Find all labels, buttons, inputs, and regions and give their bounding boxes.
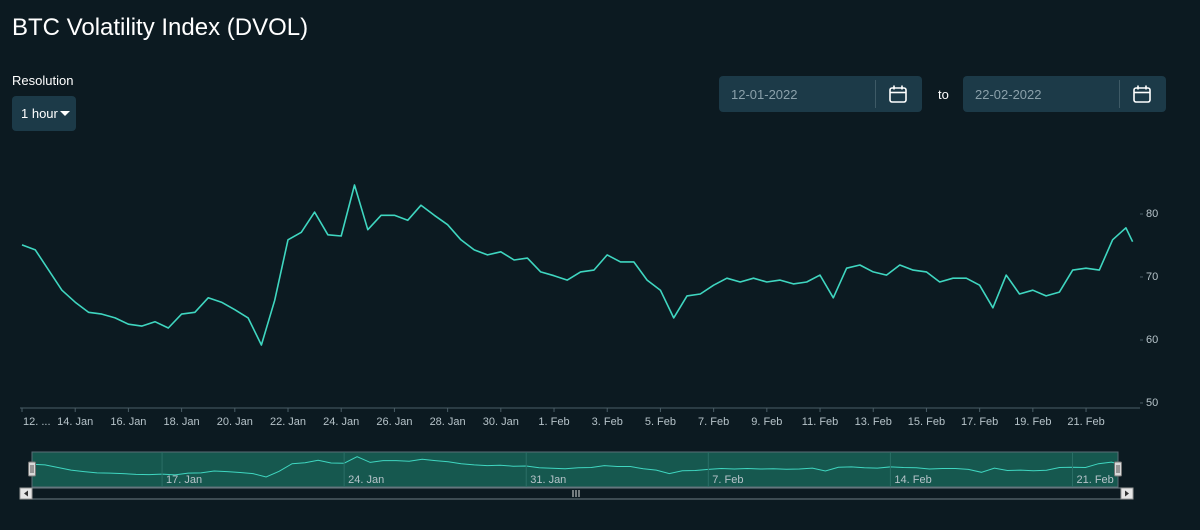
x-tick-label: 3. Feb: [592, 416, 623, 428]
to-date-input[interactable]: 22-02-2022: [963, 76, 1166, 112]
page-title: BTC Volatility Index (DVOL): [12, 14, 309, 41]
x-tick-label: 13. Feb: [855, 416, 892, 428]
x-tick-label: 12. ...: [23, 416, 51, 428]
resolution-label: Resolution: [12, 73, 74, 88]
scrollbar-right-arrow: [1125, 490, 1129, 497]
from-date-input[interactable]: 12-01-2022: [719, 76, 922, 112]
y-tick-label: 70: [1146, 271, 1158, 283]
y-tick-label: 80: [1146, 208, 1158, 220]
from-date: 12-01-2022: [731, 87, 798, 102]
navigator-tick-label: 14. Feb: [894, 474, 931, 486]
caret: [60, 111, 70, 116]
x-tick-label: 26. Jan: [376, 416, 412, 428]
calendar-icon[interactable]: [888, 84, 908, 104]
y-tick-label: 60: [1146, 334, 1158, 346]
x-tick-label: 7. Feb: [698, 416, 729, 428]
x-tick-label: 18. Jan: [164, 416, 200, 428]
x-tick-label: 17. Feb: [961, 416, 998, 428]
x-tick-label: 21. Feb: [1067, 416, 1104, 428]
resolution-value: 1 hour: [21, 106, 58, 121]
x-tick-label: 30. Jan: [483, 416, 519, 428]
navigator-line: [31, 456, 1119, 478]
navigator-tick-label: 24. Jan: [348, 474, 384, 486]
y-tick-label: 50: [1146, 397, 1158, 409]
x-tick-label: 15. Feb: [908, 416, 945, 428]
x-tick-label: 9. Feb: [751, 416, 782, 428]
calendar-icon[interactable]: [1132, 84, 1152, 104]
navigator-tick-label: 31. Jan: [530, 474, 566, 486]
x-tick-label: 20. Jan: [217, 416, 253, 428]
separator: [875, 80, 876, 108]
x-tick-label: 22. Jan: [270, 416, 306, 428]
x-tick-label: 19. Feb: [1014, 416, 1051, 428]
to-label: to: [938, 87, 949, 102]
to-date: 22-02-2022: [975, 87, 1042, 102]
scrollbar-left-arrow: [24, 490, 28, 497]
separator: [1119, 80, 1120, 108]
x-tick-label: 11. Feb: [802, 416, 839, 428]
x-tick-label: 1. Feb: [538, 416, 569, 428]
navigator-handle[interactable]: [1114, 461, 1122, 477]
data-line: [21, 184, 1134, 346]
x-tick-label: 24. Jan: [323, 416, 359, 428]
navigator-background: [31, 451, 1119, 488]
x-tick-label: 16. Jan: [110, 416, 146, 428]
x-tick-label: 5. Feb: [645, 416, 676, 428]
resolution-dropdown[interactable]: 1 hour: [12, 96, 76, 131]
x-tick-label: 14. Jan: [57, 416, 93, 428]
x-tick-label: 28. Jan: [430, 416, 466, 428]
navigator-tick-label: 17. Jan: [166, 474, 202, 486]
navigator-tick-label: 7. Feb: [712, 474, 743, 486]
navigator-tick-label: 21. Feb: [1076, 474, 1113, 486]
navigator-handle[interactable]: [28, 461, 36, 477]
